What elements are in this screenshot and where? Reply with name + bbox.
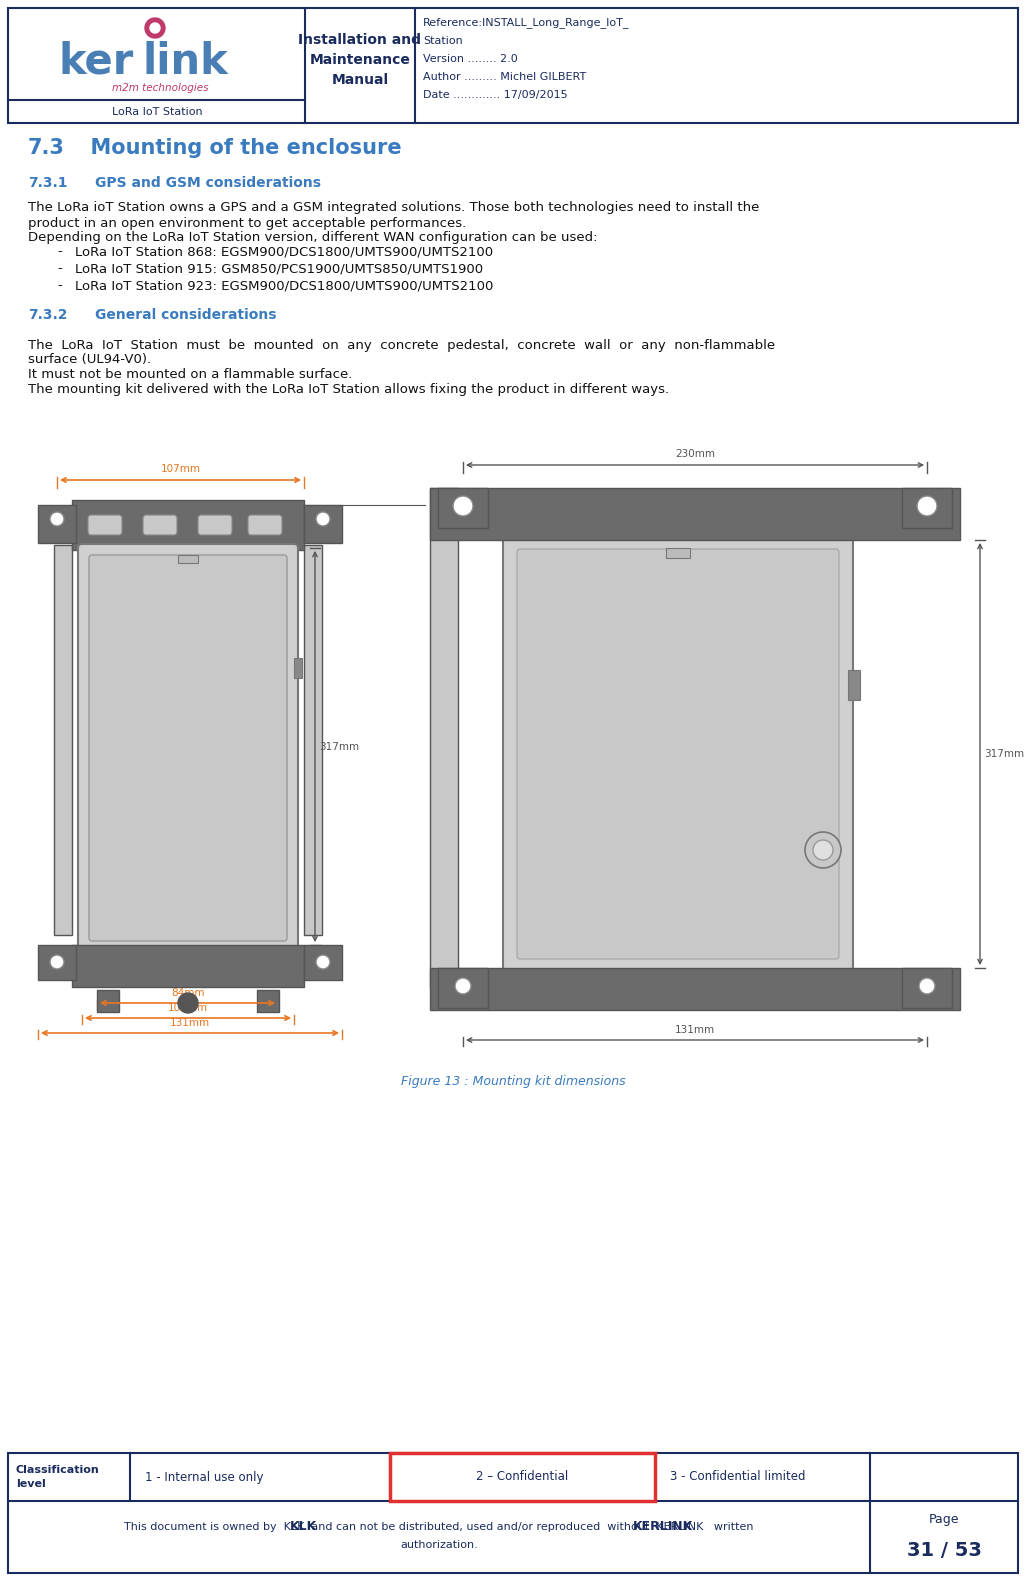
Text: -: - — [57, 246, 63, 259]
Bar — [72, 500, 304, 550]
Text: It must not be mounted on a flammable surface.: It must not be mounted on a flammable su… — [28, 369, 352, 382]
Text: KERLINK: KERLINK — [633, 1520, 694, 1533]
Text: Figure 13 : Mounting kit dimensions: Figure 13 : Mounting kit dimensions — [401, 1076, 625, 1088]
Text: This document is owned by  KLK  and can not be distributed, used and/or reproduc: This document is owned by KLK and can no… — [124, 1522, 754, 1531]
Text: 31 / 53: 31 / 53 — [907, 1541, 982, 1561]
Bar — [8, 8, 1018, 123]
Text: Classification
level: Classification level — [16, 1465, 100, 1489]
Text: Date ............. 17/09/2015: Date ............. 17/09/2015 — [423, 90, 567, 99]
Text: Page: Page — [929, 1512, 959, 1525]
Text: 2 – Confidential: 2 – Confidential — [476, 1470, 568, 1484]
Text: Author ......... Michel GILBERT: Author ......... Michel GILBERT — [423, 73, 586, 82]
Text: surface (UL94-V0).: surface (UL94-V0). — [28, 353, 151, 366]
Circle shape — [145, 17, 165, 38]
Text: The  LoRa  IoT  Station  must  be  mounted  on  any  concrete  pedestal,  concre: The LoRa IoT Station must be mounted on … — [28, 339, 775, 352]
Text: 107mm: 107mm — [160, 464, 200, 475]
Bar — [438, 968, 488, 1008]
Text: 7.3.1: 7.3.1 — [28, 177, 68, 189]
Text: LoRa IoT Station 868: EGSM900/DCS1800/UMTS900/UMTS2100: LoRa IoT Station 868: EGSM900/DCS1800/UM… — [75, 246, 494, 259]
Circle shape — [314, 509, 332, 528]
FancyBboxPatch shape — [517, 549, 839, 959]
Text: 7.3.2: 7.3.2 — [28, 308, 68, 322]
Bar — [8, 1452, 1018, 1572]
FancyBboxPatch shape — [503, 535, 853, 973]
Bar — [902, 968, 952, 1008]
Circle shape — [48, 509, 66, 528]
Bar — [438, 487, 488, 528]
Text: Version ........ 2.0: Version ........ 2.0 — [423, 54, 518, 65]
Circle shape — [50, 513, 64, 527]
Text: The LoRa ioT Station owns a GPS and a GSM integrated solutions. Those both techn: The LoRa ioT Station owns a GPS and a GS… — [28, 202, 759, 214]
Text: Mounting of the enclosure: Mounting of the enclosure — [76, 139, 401, 158]
Bar — [294, 658, 302, 678]
Circle shape — [919, 978, 935, 994]
Bar — [849, 670, 860, 700]
Bar — [97, 990, 119, 1012]
Text: LoRa IoT Station 923: EGSM900/DCS1800/UMTS900/UMTS2100: LoRa IoT Station 923: EGSM900/DCS1800/UM… — [75, 279, 494, 292]
Text: 7.3: 7.3 — [28, 139, 65, 158]
Circle shape — [50, 956, 64, 968]
Circle shape — [453, 497, 473, 516]
Text: ker: ker — [58, 41, 133, 84]
FancyBboxPatch shape — [89, 555, 287, 941]
Bar — [430, 487, 458, 989]
Bar — [430, 968, 960, 1009]
Text: product in an open environment to get acceptable performances.: product in an open environment to get ac… — [28, 216, 466, 230]
Text: -: - — [57, 279, 63, 292]
Text: 131mm: 131mm — [170, 1019, 210, 1028]
Text: 104mm: 104mm — [168, 1003, 208, 1012]
Bar — [177, 555, 198, 563]
FancyBboxPatch shape — [78, 544, 298, 953]
Circle shape — [150, 24, 160, 33]
Bar — [38, 505, 76, 542]
Bar — [304, 945, 342, 979]
FancyBboxPatch shape — [248, 516, 282, 535]
Text: 230mm: 230mm — [675, 449, 715, 459]
FancyBboxPatch shape — [88, 516, 122, 535]
FancyBboxPatch shape — [143, 516, 177, 535]
Circle shape — [917, 497, 937, 516]
Bar — [54, 546, 72, 935]
Text: GPS and GSM considerations: GPS and GSM considerations — [95, 177, 321, 189]
Circle shape — [805, 833, 841, 867]
Text: General considerations: General considerations — [95, 308, 276, 322]
Text: LoRa IoT Station: LoRa IoT Station — [112, 107, 202, 117]
Text: 317mm: 317mm — [319, 741, 359, 752]
Text: 317mm: 317mm — [984, 749, 1024, 759]
Circle shape — [177, 994, 198, 1012]
Text: Reference:INSTALL_Long_Range_IoT_: Reference:INSTALL_Long_Range_IoT_ — [423, 17, 630, 28]
Text: Station: Station — [423, 36, 463, 46]
Bar — [304, 505, 342, 542]
Circle shape — [813, 841, 833, 859]
Circle shape — [316, 513, 330, 527]
Text: m2m technologies: m2m technologies — [112, 84, 208, 93]
Bar — [304, 546, 322, 935]
FancyBboxPatch shape — [198, 516, 232, 535]
Bar — [72, 945, 304, 987]
Circle shape — [455, 978, 471, 994]
Bar — [902, 487, 952, 528]
Text: 131mm: 131mm — [675, 1025, 715, 1035]
Text: authorization.: authorization. — [400, 1541, 478, 1550]
Text: The mounting kit delivered with the LoRa IoT Station allows fixing the product i: The mounting kit delivered with the LoRa… — [28, 383, 669, 396]
Bar — [666, 547, 690, 558]
Text: -: - — [57, 262, 63, 276]
Text: 1 - Internal use only: 1 - Internal use only — [145, 1470, 264, 1484]
Text: 3 - Confidential limited: 3 - Confidential limited — [670, 1470, 805, 1484]
Bar — [38, 945, 76, 979]
Text: LoRa IoT Station 915: GSM850/PCS1900/UMTS850/UMTS1900: LoRa IoT Station 915: GSM850/PCS1900/UMT… — [75, 262, 483, 276]
Bar — [430, 487, 960, 539]
Text: Depending on the LoRa IoT Station version, different WAN configuration can be us: Depending on the LoRa IoT Station versio… — [28, 232, 597, 244]
Circle shape — [316, 956, 330, 968]
Text: 84mm: 84mm — [170, 989, 204, 998]
Bar — [256, 990, 279, 1012]
Bar — [390, 1452, 655, 1501]
Text: Installation and
Maintenance
Manual: Installation and Maintenance Manual — [299, 33, 422, 87]
Text: link: link — [142, 41, 228, 84]
Text: KLK: KLK — [290, 1520, 317, 1533]
